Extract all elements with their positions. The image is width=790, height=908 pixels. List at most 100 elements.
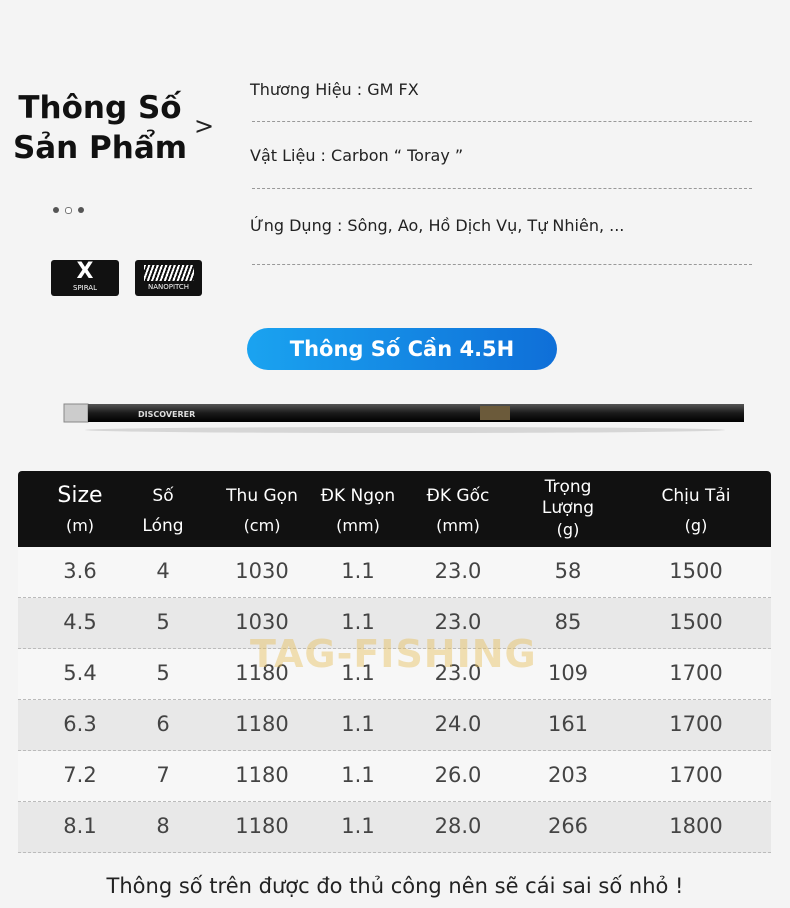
- header-line: Chịu Tải: [661, 486, 731, 506]
- table-row: 6.3 6 1180 1.1 24.0 161 1700: [18, 700, 771, 751]
- table-cell: 3.6: [63, 559, 97, 583]
- table-cell: 1500: [669, 610, 723, 634]
- header-cell: Số Lóng: [142, 481, 183, 541]
- table-cell: 1030: [235, 559, 289, 583]
- header-line: ĐK Gốc: [426, 486, 490, 506]
- table-cell: 85: [554, 610, 582, 634]
- table-cell: 1180: [235, 661, 289, 685]
- table-cell: 1180: [235, 814, 289, 838]
- header-line: Thu Gọn: [226, 486, 298, 506]
- rod-decal: [480, 406, 510, 420]
- table-cell: 109: [547, 661, 589, 685]
- header-line: (g): [684, 516, 708, 535]
- header-line: Số: [152, 486, 174, 506]
- table-cell: 7: [156, 763, 170, 787]
- rod-cap: [63, 403, 89, 423]
- table-cell: 23.0: [434, 559, 482, 583]
- header-line: ĐK Ngọn: [320, 486, 396, 506]
- title-line: Sản Phẩm: [12, 130, 188, 166]
- table-cell: 5: [156, 610, 170, 634]
- table-cell: 1.1: [341, 661, 375, 685]
- header-cell: ĐK Gốc (mm): [427, 481, 490, 541]
- logo-label: SPIRAL: [73, 284, 97, 292]
- table-cell: 1.1: [341, 712, 375, 736]
- header-cell: ĐK Ngọn (mm): [321, 481, 395, 541]
- table-cell: 1700: [669, 712, 723, 736]
- header-line: Trọng: [544, 477, 592, 497]
- table-cell: 161: [547, 712, 589, 736]
- arrow: >: [194, 112, 215, 140]
- table-cell: 1700: [669, 661, 723, 685]
- header-line: (cm): [243, 516, 281, 535]
- dot: [78, 207, 84, 213]
- table-cell: 23.0: [434, 661, 482, 685]
- rod-label: DISCOVERER: [138, 410, 195, 419]
- spec: Thương Hiệu : GM FX: [250, 80, 419, 99]
- table-cell: 1030: [235, 610, 289, 634]
- table-cell: 1.1: [341, 814, 375, 838]
- table-cell: 1.1: [341, 610, 375, 634]
- table-cell: 6: [156, 712, 170, 736]
- table-row: 3.6 4 1030 1.1 23.0 58 1500: [18, 547, 771, 598]
- dot: [65, 207, 72, 214]
- divider: [252, 188, 752, 189]
- header-cell: Thu Gọn (cm): [226, 481, 298, 541]
- table-cell: 1180: [235, 763, 289, 787]
- table-cell: 1180: [235, 712, 289, 736]
- header-line: Lóng: [142, 516, 184, 536]
- header-line: (m): [65, 516, 95, 535]
- dot: [53, 207, 59, 213]
- table-cell: 8.1: [63, 814, 97, 838]
- table-cell: 1.1: [341, 763, 375, 787]
- header-row: Size (m) Số Lóng Thu Gọn (cm) ĐK Ngọn (mm) ĐK Gố…: [18, 471, 771, 547]
- table-cell: 26.0: [434, 763, 482, 787]
- logo-nanopitch: NANOPITCH: [135, 260, 202, 296]
- logo-label: NANOPITCH: [147, 283, 190, 291]
- table-cell: 4: [156, 559, 170, 583]
- title: Thông Số Sản Phẩm: [10, 88, 190, 168]
- header-cell: Chịu Tải (g): [661, 481, 730, 541]
- table-cell: 1.1: [341, 559, 375, 583]
- table-cell: 1500: [669, 559, 723, 583]
- logo-pattern: [143, 265, 194, 281]
- table-cell: 28.0: [434, 814, 482, 838]
- header-line: (mm): [336, 516, 380, 535]
- table-cell: 1700: [669, 763, 723, 787]
- logo-x-spiral: X SPIRAL: [51, 260, 119, 296]
- table-row: 4.5 5 1030 1.1 23.0 85 1500: [18, 598, 771, 649]
- table-cell: 8: [156, 814, 170, 838]
- table-row: 5.4 5 1180 1.1 23.0 109 1700: [18, 649, 771, 700]
- spec: Ứng Dụng : Sông, Ao, Hồ Dịch Vụ, Tự Nhiê…: [250, 216, 625, 235]
- table-row: 7.2 7 1180 1.1 26.0 203 1700: [18, 751, 771, 802]
- rod-image: DISCOVERER: [63, 403, 744, 433]
- table-cell: 7.2: [63, 763, 97, 787]
- logo-mark: X: [76, 259, 94, 284]
- rod-shadow: [85, 427, 725, 433]
- header-cell: Size (m): [57, 481, 102, 541]
- table-cell: 23.0: [434, 610, 482, 634]
- spec-table: Size (m) Số Lóng Thu Gọn (cm) ĐK Ngọn (mm) ĐK Gố…: [18, 471, 771, 853]
- rod-body: [88, 404, 744, 422]
- table-cell: 6.3: [63, 712, 97, 736]
- table-cell: 24.0: [434, 712, 482, 736]
- table-cell: 203: [547, 763, 589, 787]
- header-line: (mm): [436, 516, 480, 535]
- divider: [252, 264, 752, 265]
- table-cell: 58: [554, 559, 582, 583]
- table-cell: 266: [547, 814, 589, 838]
- title-line: Thông Số: [18, 90, 182, 126]
- table-cell: 4.5: [63, 610, 97, 634]
- footnote: Thông số trên được đo thủ công nên sẽ cá…: [106, 874, 684, 898]
- header-cell: Trọng Lượng (g): [542, 477, 594, 540]
- header-line: Size: [57, 483, 103, 508]
- spec: Vật Liệu : Carbon “ Toray ”: [250, 146, 464, 165]
- header-line: (g): [556, 520, 580, 539]
- table-row: 8.1 8 1180 1.1 28.0 266 1800: [18, 802, 771, 853]
- divider: [252, 121, 752, 122]
- table-cell: 5: [156, 661, 170, 685]
- table-cell: 5.4: [63, 661, 97, 685]
- section-button: Thông Số Cần 4.5H: [247, 328, 557, 370]
- header-line: Lượng: [541, 498, 595, 518]
- table-cell: 1800: [669, 814, 723, 838]
